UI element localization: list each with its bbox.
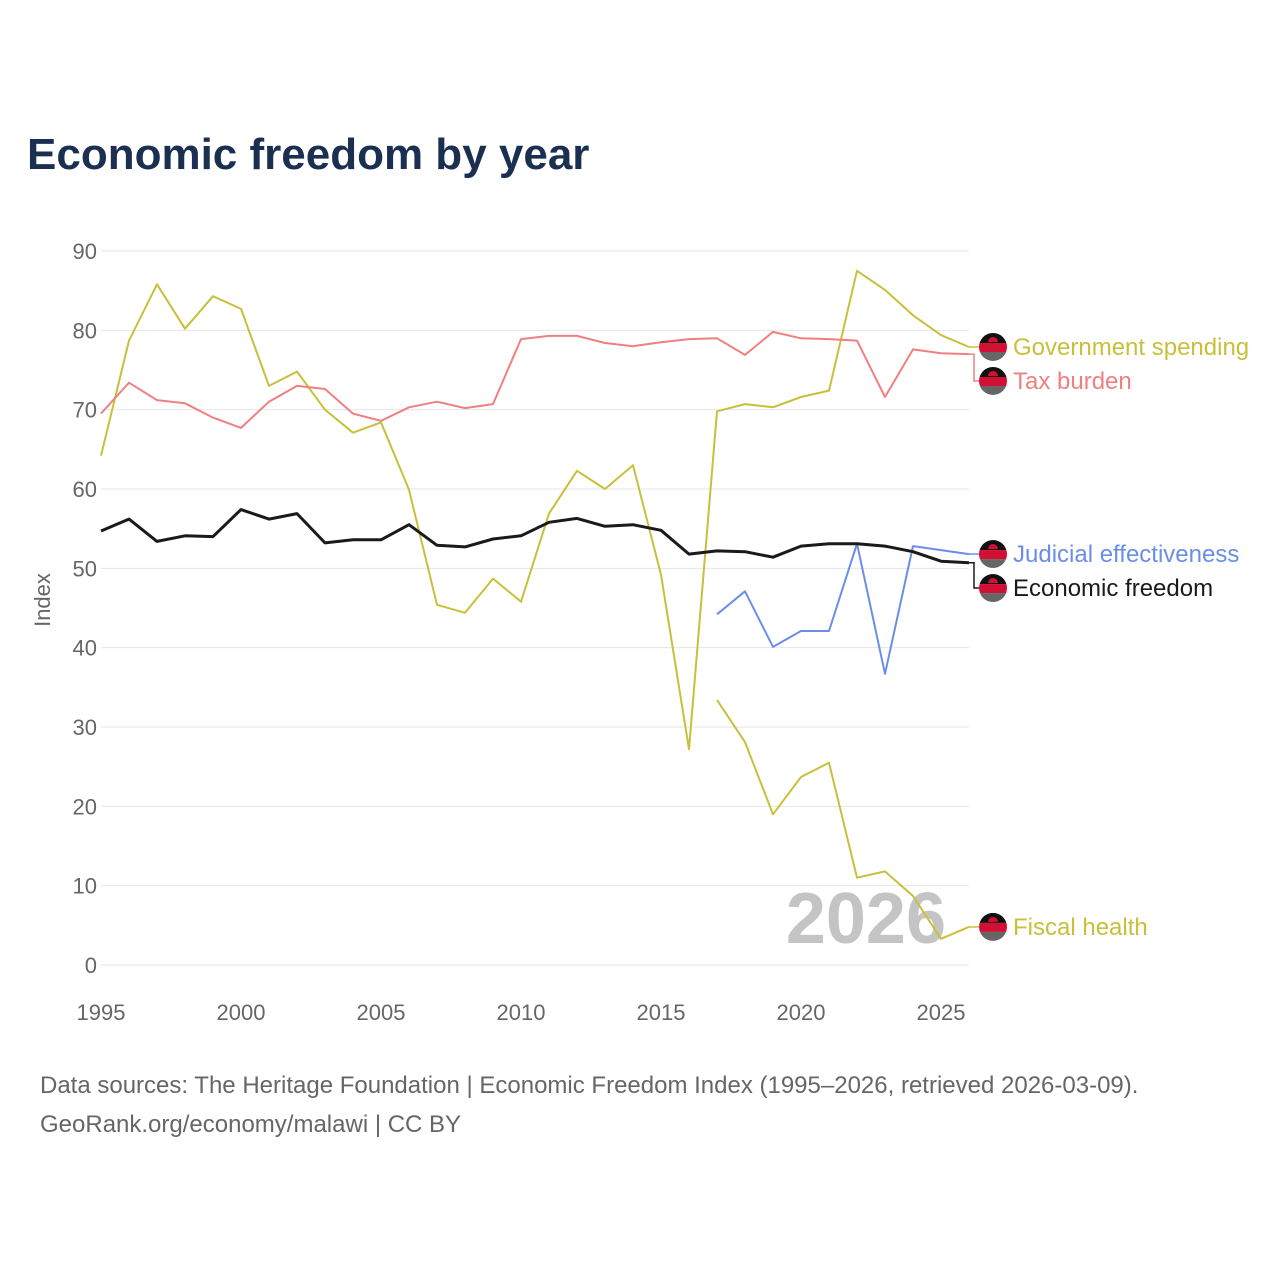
source-line-1: Data sources: The Heritage Foundation | … [40, 1072, 1139, 1099]
x-tick-label: 2015 [637, 1000, 686, 1025]
series-line-fiscal-health [716, 699, 970, 940]
y-tick-label: 70 [73, 398, 97, 423]
y-tick-label: 50 [73, 556, 97, 581]
y-tick-label: 40 [73, 636, 97, 661]
x-tick-label: 2010 [497, 1000, 546, 1025]
series-line-government-spending [100, 269, 970, 751]
legend-label-economic-freedom: Economic freedom [1013, 575, 1213, 602]
series-line-judicial-effectiveness [716, 542, 970, 675]
label-connector [969, 353, 980, 382]
malawi-flag-icon [979, 540, 1007, 569]
legend-label-tax-burden: Tax burden [1013, 368, 1132, 395]
y-tick-label: 0 [85, 953, 97, 978]
year-watermark: 2026 [786, 879, 946, 959]
series-line-economic-freedom [100, 508, 970, 565]
malawi-flag-icon [979, 574, 1007, 603]
y-tick-label: 80 [73, 318, 97, 343]
label-connector [969, 562, 980, 589]
legend-label-government-spending: Government spending [1013, 334, 1249, 361]
x-tick-label: 2005 [357, 1000, 406, 1025]
y-axis-label: Index [30, 573, 55, 627]
source-line-2: GeoRank.org/economy/malawi | CC BY [40, 1111, 462, 1138]
y-tick-label: 60 [73, 477, 97, 502]
chart-title: Economic freedom by year [27, 130, 590, 179]
legend-label-fiscal-health: Fiscal health [1013, 914, 1148, 941]
y-tick-label: 10 [73, 874, 97, 899]
source-note: Data sources: The Heritage Foundation | … [40, 1066, 1138, 1144]
y-tick-label: 30 [73, 715, 97, 740]
malawi-flag-icon [979, 912, 1007, 941]
x-tick-label: 2025 [917, 1000, 966, 1025]
x-tick-label: 2020 [777, 1000, 826, 1025]
legend-label-judicial-effectiveness: Judicial effectiveness [1013, 541, 1239, 568]
y-tick-label: 90 [73, 239, 97, 264]
x-tick-label: 1995 [77, 1000, 126, 1025]
series-line-tax-burden [100, 330, 970, 429]
malawi-flag-icon [979, 332, 1007, 361]
malawi-flag-icon [979, 366, 1007, 395]
y-tick-label: 20 [73, 794, 97, 819]
x-tick-label: 2000 [217, 1000, 266, 1025]
